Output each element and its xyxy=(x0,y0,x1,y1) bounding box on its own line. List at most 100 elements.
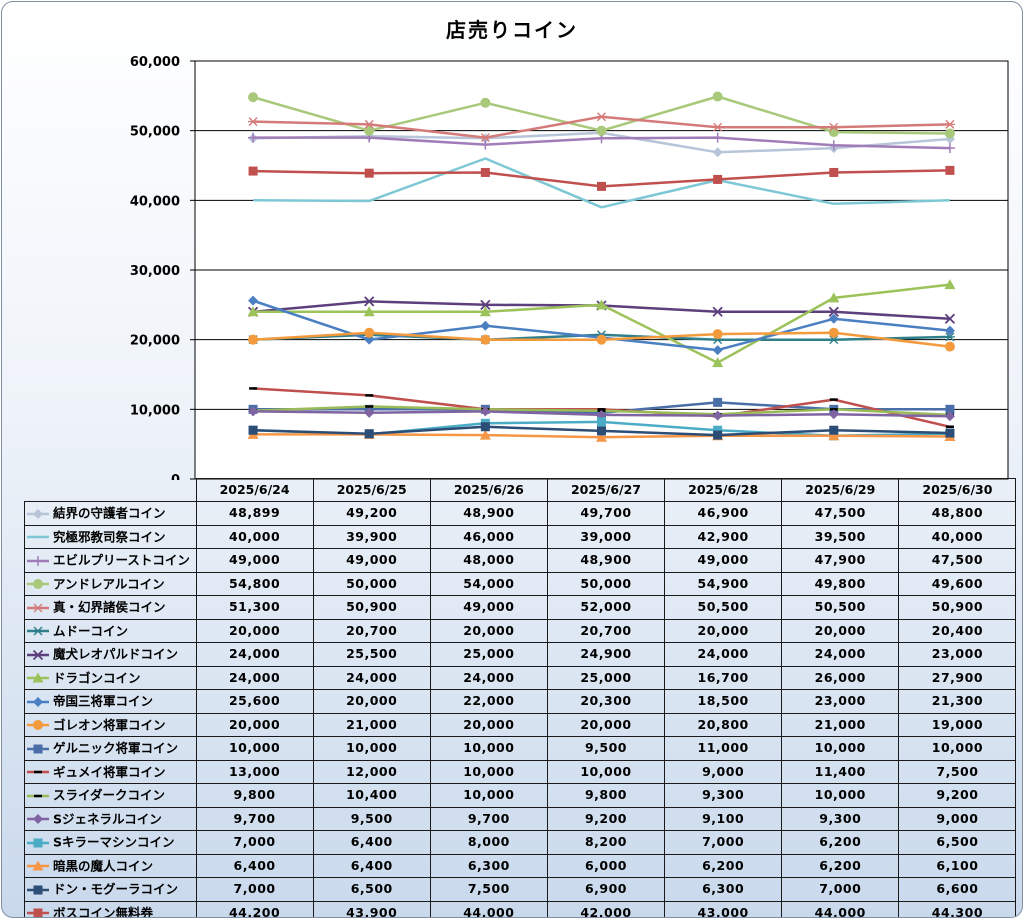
data-point xyxy=(597,181,606,191)
legend-marker xyxy=(32,672,44,683)
data-label: 7,500 xyxy=(429,877,548,902)
legend-entry: Sキラーマシンコイン xyxy=(24,830,197,855)
data-label: 51,300 xyxy=(195,595,314,620)
series-name: 結界の守護者コイン xyxy=(53,505,166,521)
data-point xyxy=(248,334,259,345)
data-label: 20,700 xyxy=(312,618,431,643)
data-label: 48,800 xyxy=(898,501,1017,526)
data-point xyxy=(829,167,839,177)
legend-key xyxy=(27,885,49,894)
series-name: エビルプリーストコイン xyxy=(53,552,190,568)
data-point xyxy=(248,92,259,103)
data-label: 50,000 xyxy=(546,571,666,596)
data-label: 10,000 xyxy=(312,736,431,761)
data-point xyxy=(713,430,723,440)
data-point xyxy=(480,139,491,150)
data-label: 24,000 xyxy=(429,665,548,690)
legend-key xyxy=(27,579,49,589)
data-label: 47,500 xyxy=(781,501,900,526)
series-name: 真・幻界諸侯コイン xyxy=(53,599,166,615)
series-name: Sキラーマシンコイン xyxy=(53,834,175,850)
legend-key xyxy=(27,696,49,707)
legend-entry: 帝国三将軍コイン xyxy=(24,689,197,714)
data-point xyxy=(828,335,839,345)
data-label: 20,800 xyxy=(664,712,783,737)
data-label: 9,800 xyxy=(195,783,314,808)
data-label: 21,000 xyxy=(781,712,900,737)
data-label: 24,000 xyxy=(195,665,314,690)
data-label: 43,000 xyxy=(664,900,783,917)
series-name: 帝国三将軍コイン xyxy=(53,693,154,709)
legend-key xyxy=(27,744,49,753)
table-row: 究極邪教司祭コイン 40,000 39,900 46,000 39,000 42,900 3… xyxy=(24,524,1017,549)
data-label: 6,000 xyxy=(546,853,666,878)
data-point xyxy=(480,320,491,331)
data-label: 7,000 xyxy=(195,830,314,855)
data-label: 47,500 xyxy=(898,548,1017,573)
data-point xyxy=(364,168,374,178)
data-point xyxy=(248,132,259,143)
data-label: 20,000 xyxy=(429,712,548,737)
data-label: 50,500 xyxy=(781,595,900,620)
data-point xyxy=(479,429,491,440)
legend-key xyxy=(27,649,49,660)
data-point xyxy=(596,125,607,136)
table-row: 魔犬レオパルドコイン 24,000 25,500 25,000 24,900 24,000… xyxy=(24,642,1017,667)
data-point xyxy=(596,112,607,122)
data-label: 39,500 xyxy=(781,524,900,549)
legend-entry: 究極邪教司祭コイン xyxy=(24,524,197,549)
data-label: 44,200 xyxy=(195,900,314,917)
data-label: 25,600 xyxy=(195,689,314,714)
data-label: 6,500 xyxy=(312,877,431,902)
data-label: 46,000 xyxy=(429,524,548,549)
data-label: 44,000 xyxy=(429,900,548,917)
data-label: 20,700 xyxy=(546,618,666,643)
data-point xyxy=(480,334,491,345)
data-label: 6,400 xyxy=(312,853,431,878)
data-label: 48,899 xyxy=(195,501,314,526)
data-label: 48,000 xyxy=(429,548,548,573)
legend-marker xyxy=(33,696,43,707)
table-row: 帝国三将軍コイン 25,600 20,000 22,000 20,300 18,500 23… xyxy=(24,689,1017,714)
data-label: 49,000 xyxy=(664,548,783,573)
table-row: 真・幻界諸侯コイン 51,300 50,900 49,000 52,000 50,500 5… xyxy=(24,595,1017,620)
data-point xyxy=(480,97,491,108)
legend-key xyxy=(27,535,49,539)
data-label: 13,000 xyxy=(195,759,314,784)
legend-key xyxy=(27,908,49,917)
data-label: 20,000 xyxy=(546,712,666,737)
data-label: 7,000 xyxy=(781,877,900,902)
data-label: 39,900 xyxy=(312,524,431,549)
series-name: 魔犬レオパルドコイン xyxy=(53,646,179,662)
x-tick-label: 2025/6/30 xyxy=(898,478,1017,502)
data-point xyxy=(944,411,955,422)
legend-marker xyxy=(33,603,43,612)
data-label: 20,000 xyxy=(781,618,900,643)
data-label: 10,000 xyxy=(781,783,900,808)
legend-marker xyxy=(33,744,43,753)
data-point xyxy=(944,313,956,324)
data-label: 49,700 xyxy=(546,501,666,526)
data-point xyxy=(248,425,258,435)
x-tick-label: 2025/6/28 xyxy=(664,478,783,502)
data-point xyxy=(944,332,955,342)
chart-title: 店売りコイン xyxy=(446,18,578,42)
data-point xyxy=(364,119,375,129)
data-point xyxy=(596,334,607,345)
x-tick-label: 2025/6/26 xyxy=(429,478,548,502)
data-point xyxy=(945,428,955,438)
data-label: 25,500 xyxy=(312,642,431,667)
data-point xyxy=(480,299,491,310)
data-label: 26,000 xyxy=(781,665,900,690)
legend-entry: ボスコイン無料券 xyxy=(24,900,197,917)
data-label: 9,500 xyxy=(312,806,431,831)
data-point xyxy=(828,409,839,420)
line-chart: 0 10,000 20,000 30,000 40,000 50,000 60,000 xyxy=(130,55,1009,480)
y-tick-label: 0 xyxy=(171,473,180,480)
legend-key xyxy=(27,838,49,847)
data-label: 50,900 xyxy=(898,595,1017,620)
legend-marker xyxy=(33,720,43,730)
data-label: 6,300 xyxy=(664,877,783,902)
data-label: 8,000 xyxy=(429,830,548,855)
data-point xyxy=(364,296,375,307)
